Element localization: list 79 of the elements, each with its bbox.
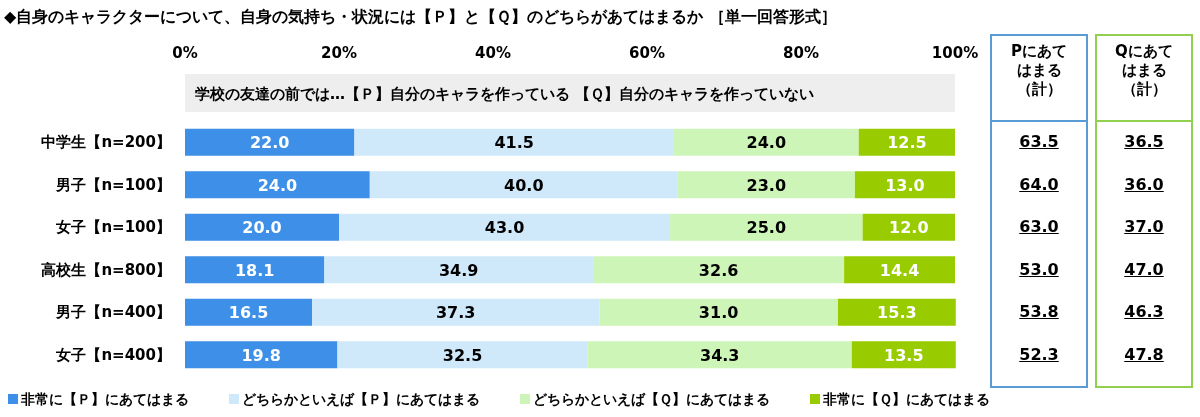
data-label: 40.0	[504, 175, 544, 195]
bar	[593, 256, 845, 284]
text: 53.0	[1018, 259, 1060, 279]
bar	[673, 128, 859, 156]
bar	[854, 171, 955, 199]
legend-label: どちらかといえば【Ｑ】にあてはまる	[533, 391, 770, 407]
y-tick-label: 男子【n=400】	[55, 303, 171, 322]
data-label: 37.3	[435, 303, 476, 323]
data-label: 24.0	[257, 175, 298, 195]
text: 64.0	[1018, 174, 1060, 194]
text: 52.3	[1018, 344, 1060, 364]
data-label: 16.5	[228, 303, 269, 323]
text: 63.5	[1018, 132, 1060, 152]
bar	[185, 213, 339, 241]
bar	[185, 256, 325, 284]
data-label: 15.3	[877, 303, 917, 323]
data-label: 19.8	[241, 345, 281, 365]
data-label: 13.5	[884, 345, 924, 365]
bar	[858, 128, 955, 156]
data-label: 31.0	[698, 303, 739, 323]
data-label: 13.0	[885, 175, 925, 195]
bar	[339, 213, 671, 241]
y-tick-label: 女子【n=100】	[55, 218, 171, 237]
data-label: 25.0	[746, 218, 787, 238]
bar	[185, 128, 355, 156]
x-tick-label: 0%	[172, 44, 198, 62]
data-label: 32.6	[698, 260, 739, 280]
data-label: 12.5	[887, 133, 927, 153]
text: Pにあてはまる（計）	[1010, 42, 1068, 99]
data-label: 14.4	[879, 260, 920, 280]
bar	[312, 298, 600, 326]
chart-subtitle: 学校の友達の前では…【Ｐ】自分のキャラを作っている 【Ｑ】自分のキャラを作っていない	[195, 85, 815, 103]
text: 47.0	[1123, 259, 1165, 279]
data-label: 22.0	[249, 133, 290, 153]
data-label: 24.0	[746, 133, 787, 153]
bar	[354, 128, 674, 156]
data-label: 43.0	[484, 218, 525, 238]
data-label: 23.0	[746, 175, 787, 195]
bar	[599, 298, 838, 326]
text: 36.0	[1123, 174, 1165, 194]
y-tick-label: 男子【n=100】	[55, 175, 171, 194]
legend-label: どちらかといえば【Ｐ】にあてはまる	[242, 391, 480, 407]
x-tick-label: 100%	[931, 44, 979, 62]
bar	[587, 341, 852, 369]
data-label: 41.5	[494, 133, 534, 153]
bar	[185, 298, 313, 326]
data-label: 18.1	[234, 260, 275, 280]
bar	[369, 171, 678, 199]
data-label: 12.0	[889, 218, 929, 238]
y-tick-label: 高校生【n=800】	[41, 260, 171, 279]
x-tick-label: 60%	[629, 44, 665, 62]
bar	[185, 171, 370, 199]
text: 37.0	[1123, 217, 1165, 237]
bar	[670, 213, 863, 241]
y-tick-label: 女子【n=400】	[55, 345, 171, 364]
x-tick-label: 20%	[321, 44, 357, 62]
bar	[337, 341, 588, 369]
text: 46.3	[1123, 302, 1165, 322]
bar	[837, 298, 956, 326]
data-label: 34.3	[700, 345, 740, 365]
bar	[677, 171, 855, 199]
bar	[324, 256, 594, 284]
legend-label: 非常に【Ｐ】にあてはまる	[20, 391, 189, 407]
text: 36.5	[1123, 132, 1165, 152]
x-tick-label: 40%	[475, 44, 511, 62]
data-label: 32.5	[442, 345, 483, 365]
bar	[185, 341, 338, 369]
bar	[851, 341, 956, 369]
bar	[844, 256, 955, 284]
text: 47.8	[1123, 344, 1165, 364]
data-label: 20.0	[242, 218, 282, 238]
chart-title: ◆自身のキャラクターについて、自身の気持ち・状況には【Ｐ】と【Ｑ】のどちらがあてはまるか ［単一回答形式］	[4, 7, 837, 26]
y-tick-label: 中学生【n=200】	[41, 133, 171, 152]
data-label: 34.9	[438, 260, 479, 280]
legend-label: 非常に【Ｑ】にあてはまる	[822, 391, 990, 407]
text: 63.0	[1018, 217, 1060, 237]
text: 53.8	[1018, 302, 1060, 322]
x-tick-label: 80%	[783, 44, 819, 62]
text: Qにあてはまる（計）	[1114, 42, 1174, 99]
